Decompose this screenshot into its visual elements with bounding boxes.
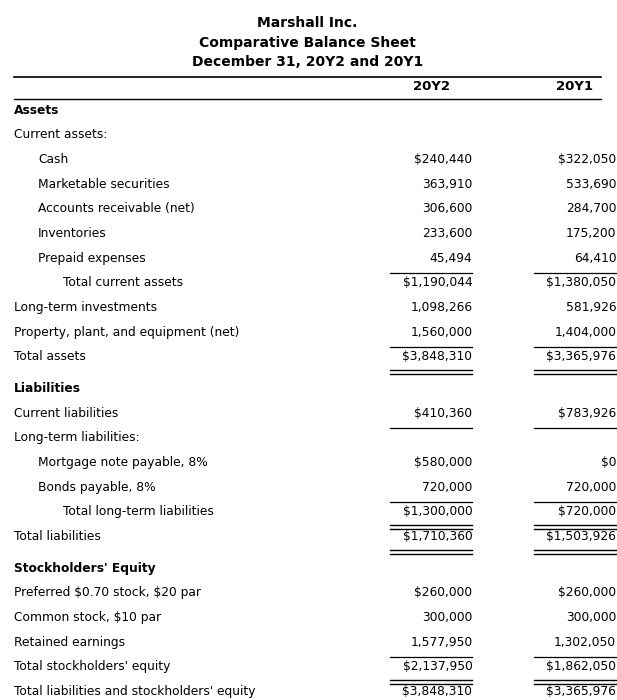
Text: \$1,503,926: \$1,503,926 [547,530,616,543]
Text: Total stockholders' equity: Total stockholders' equity [14,661,170,673]
Text: Current assets:: Current assets: [14,128,107,141]
Text: Mortgage note payable, 8%: Mortgage note payable, 8% [38,456,208,469]
Text: \$3,365,976: \$3,365,976 [547,351,616,363]
Text: 720,000: 720,000 [566,481,616,493]
Text: \$3,848,310: \$3,848,310 [402,685,473,698]
Text: \$240,440: \$240,440 [415,153,473,166]
Text: 306,600: 306,600 [422,202,473,216]
Text: \$580,000: \$580,000 [414,456,473,469]
Text: \$1,300,000: \$1,300,000 [403,505,473,519]
Text: Total assets: Total assets [14,351,86,363]
Text: \$1,190,044: \$1,190,044 [403,276,473,289]
Text: Common stock, \$10 par: Common stock, \$10 par [14,611,161,624]
Text: 175,200: 175,200 [566,227,616,240]
Text: 1,560,000: 1,560,000 [410,326,473,339]
Text: \$260,000: \$260,000 [558,587,616,599]
Text: Marketable securities: Marketable securities [38,178,170,190]
Text: 284,700: 284,700 [566,202,616,216]
Text: 45,494: 45,494 [430,252,473,265]
Text: Long-term investments: Long-term investments [14,301,157,314]
Text: 1,098,266: 1,098,266 [410,301,473,314]
Text: \$322,050: \$322,050 [558,153,616,166]
Text: \$1,862,050: \$1,862,050 [546,661,616,673]
Text: Cash: Cash [38,153,68,166]
Text: 720,000: 720,000 [422,481,473,493]
Text: 233,600: 233,600 [422,227,473,240]
Text: Total current assets: Total current assets [62,276,183,289]
Text: Stockholders' Equity: Stockholders' Equity [14,561,155,575]
Text: Preferred \$0.70 stock, \$20 par: Preferred \$0.70 stock, \$20 par [14,587,201,599]
Text: Assets: Assets [14,104,59,117]
Text: \$1,380,050: \$1,380,050 [546,276,616,289]
Text: Liabilities: Liabilities [14,382,81,395]
Text: 363,910: 363,910 [422,178,473,190]
Text: \$720,000: \$720,000 [558,505,616,519]
Text: Marshall Inc.: Marshall Inc. [257,17,357,31]
Text: 300,000: 300,000 [422,611,473,624]
Text: Comparative Balance Sheet: Comparative Balance Sheet [199,36,416,50]
Text: 1,302,050: 1,302,050 [554,636,616,649]
Text: Bonds payable, 8%: Bonds payable, 8% [38,481,155,493]
Text: 300,000: 300,000 [566,611,616,624]
Text: Retained earnings: Retained earnings [14,636,125,649]
Text: \$410,360: \$410,360 [415,407,473,420]
Text: Long-term liabilities:: Long-term liabilities: [14,431,139,444]
Text: 581,926: 581,926 [566,301,616,314]
Text: \$0: \$0 [601,456,616,469]
Text: 533,690: 533,690 [566,178,616,190]
Text: \$1,710,360: \$1,710,360 [403,530,473,543]
Text: 64,410: 64,410 [574,252,616,265]
Text: Total liabilities: Total liabilities [14,530,101,543]
Text: 1,404,000: 1,404,000 [554,326,616,339]
Text: 20Y2: 20Y2 [413,80,450,93]
Text: \$3,848,310: \$3,848,310 [402,351,473,363]
Text: \$2,137,950: \$2,137,950 [403,661,473,673]
Text: Current liabilities: Current liabilities [14,407,118,420]
Text: December 31, 20Y2 and 20Y1: December 31, 20Y2 and 20Y1 [192,55,423,69]
Text: 1,577,950: 1,577,950 [410,636,473,649]
Text: \$3,365,976: \$3,365,976 [547,685,616,698]
Text: Total long-term liabilities: Total long-term liabilities [62,505,213,519]
Text: Accounts receivable (net): Accounts receivable (net) [38,202,195,216]
Text: 20Y1: 20Y1 [557,80,594,93]
Text: \$260,000: \$260,000 [415,587,473,599]
Text: \$783,926: \$783,926 [558,407,616,420]
Text: Inventories: Inventories [38,227,107,240]
Text: Property, plant, and equipment (net): Property, plant, and equipment (net) [14,326,239,339]
Text: Total liabilities and stockholders' equity: Total liabilities and stockholders' equi… [14,685,255,698]
Text: Prepaid expenses: Prepaid expenses [38,252,146,265]
